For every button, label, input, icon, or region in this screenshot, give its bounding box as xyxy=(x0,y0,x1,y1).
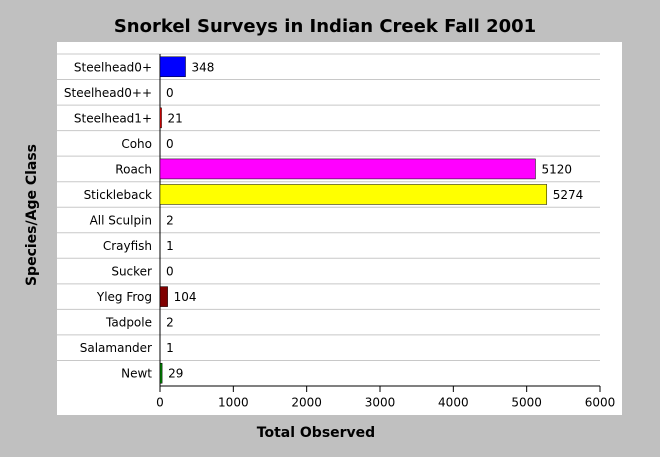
bar xyxy=(159,107,162,129)
x-tick-label: 4000 xyxy=(438,396,469,410)
x-tick-label: 1000 xyxy=(218,396,249,410)
data-label: 348 xyxy=(192,60,215,74)
plot-area xyxy=(57,42,622,415)
bar xyxy=(159,184,548,205)
x-tick-label: 2000 xyxy=(291,396,322,410)
x-tick-label: 3000 xyxy=(365,396,396,410)
data-label: 29 xyxy=(168,367,183,381)
y-tick-label: Crayfish xyxy=(103,239,152,253)
y-tick-label: Stickleback xyxy=(84,188,152,202)
y-tick-label: Sucker xyxy=(111,265,152,279)
data-label: 21 xyxy=(168,111,183,125)
chart-title: Snorkel Surveys in Indian Creek Fall 200… xyxy=(114,16,536,37)
data-label: 0 xyxy=(166,137,174,151)
y-tick-label: All Sculpin xyxy=(90,214,152,228)
bar xyxy=(159,158,536,180)
bar xyxy=(159,56,186,78)
y-axis-label: Species/Age Class xyxy=(24,144,40,286)
data-label: 104 xyxy=(174,290,197,304)
data-label: 5120 xyxy=(541,162,572,176)
data-label: 2 xyxy=(166,316,174,330)
data-label: 0 xyxy=(166,86,174,100)
x-axis-label: Total Observed xyxy=(257,425,375,441)
y-tick-label: Steelhead0+ xyxy=(74,60,152,74)
bar xyxy=(159,286,168,307)
data-label: 1 xyxy=(166,239,174,253)
y-tick-label: Coho xyxy=(121,137,152,151)
data-label: 5274 xyxy=(553,188,584,202)
data-label: 1 xyxy=(166,341,174,355)
x-tick-label: 0 xyxy=(156,396,164,410)
y-tick-label: Newt xyxy=(121,367,152,381)
y-tick-label: Tadpole xyxy=(105,316,152,330)
y-tick-label: Steelhead1+ xyxy=(74,111,152,125)
y-tick-label: Yleg Frog xyxy=(96,290,152,304)
y-tick-label: Salamander xyxy=(80,341,152,355)
y-tick-label: Steelhead0++ xyxy=(64,86,152,100)
data-label: 0 xyxy=(166,265,174,279)
bar xyxy=(159,362,163,384)
data-label: 2 xyxy=(166,214,174,228)
y-tick-label: Roach xyxy=(115,162,152,176)
x-tick-label: 5000 xyxy=(511,396,542,410)
x-tick-label: 6000 xyxy=(585,396,616,410)
